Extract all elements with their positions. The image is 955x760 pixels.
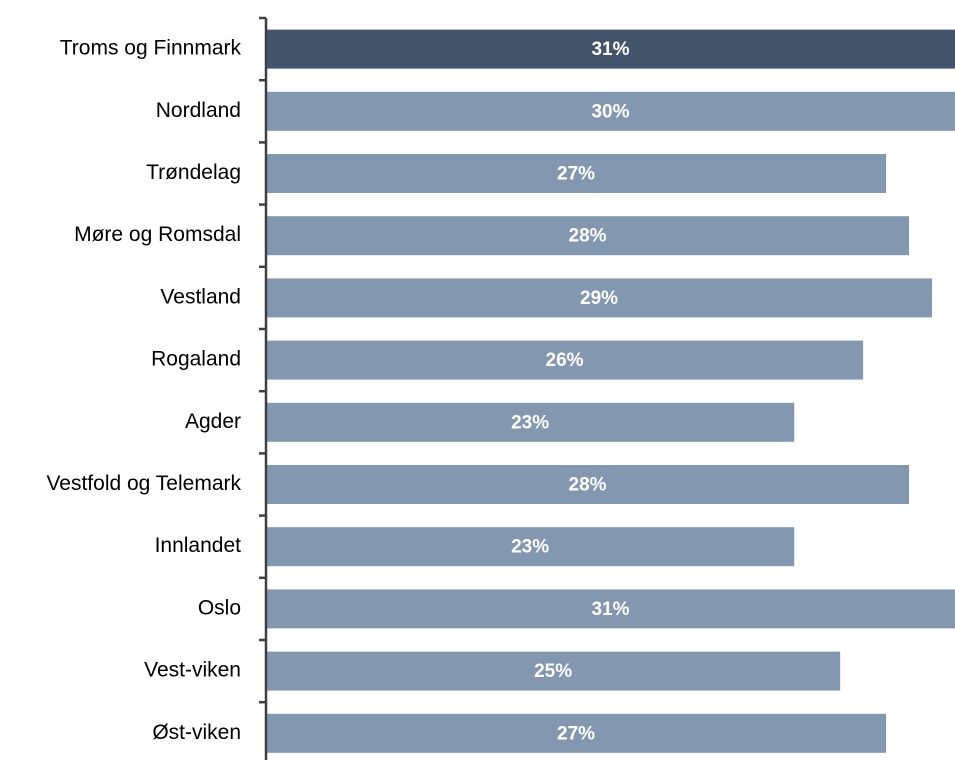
bar xyxy=(266,713,887,753)
data-label: 26% xyxy=(546,350,584,371)
bar xyxy=(266,651,841,691)
y-tick-label: Vestland xyxy=(160,285,241,308)
data-label: 25% xyxy=(534,661,572,682)
bar xyxy=(266,402,795,442)
data-label: 30% xyxy=(591,101,629,122)
bar xyxy=(266,91,955,131)
bar xyxy=(266,216,910,256)
data-label: 31% xyxy=(591,39,629,60)
data-label: 31% xyxy=(591,599,629,620)
data-label: 28% xyxy=(569,475,607,496)
y-tick-label: Vestfold og Telemark xyxy=(46,472,241,495)
y-tick-label: Øst-viken xyxy=(152,721,241,744)
plot-area xyxy=(266,29,955,753)
y-tick-label: Troms og Finnmark xyxy=(60,37,242,60)
y-tick-label: Trøndelag xyxy=(146,161,241,184)
data-label: 27% xyxy=(557,164,595,185)
bar xyxy=(266,589,955,629)
bar xyxy=(266,29,955,69)
data-label: 23% xyxy=(511,412,549,433)
y-tick-label: Oslo xyxy=(198,596,241,619)
data-label: 23% xyxy=(511,537,549,558)
y-tick-label: Vest-viken xyxy=(144,659,241,682)
bar xyxy=(266,340,864,380)
data-label: 29% xyxy=(580,288,618,309)
data-label: 27% xyxy=(557,723,595,744)
y-tick-label: Nordland xyxy=(156,99,241,122)
y-tick-label: Agder xyxy=(185,410,241,433)
y-tick-label: Innlandet xyxy=(155,534,242,557)
bar xyxy=(266,527,795,567)
y-tick-label: Møre og Romsdal xyxy=(74,223,241,246)
data-label: 28% xyxy=(569,226,607,247)
bar xyxy=(266,465,910,504)
bar xyxy=(266,278,933,318)
bar xyxy=(266,154,887,193)
y-tick-label: Rogaland xyxy=(151,348,241,371)
